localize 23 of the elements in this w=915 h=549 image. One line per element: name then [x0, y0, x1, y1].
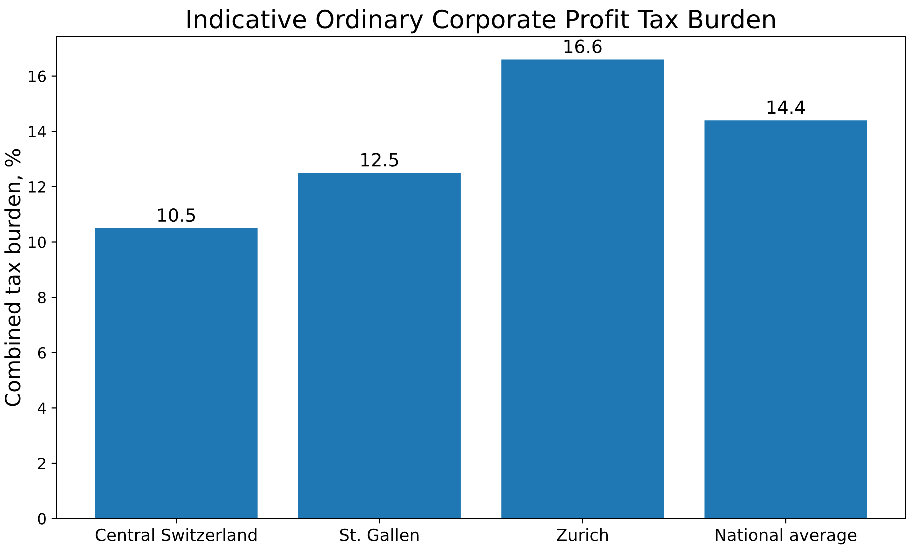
- bar: [95, 228, 258, 519]
- y-tick-label: 12: [29, 181, 46, 193]
- y-axis-title: Combined tax burden, %: [4, 149, 23, 406]
- bar: [704, 120, 868, 519]
- x-tick-label: Zurich: [557, 528, 608, 542]
- y-tick-label: 4: [38, 402, 46, 414]
- x-tick-label: National average: [716, 528, 857, 545]
- y-tick-label: 16: [29, 70, 46, 82]
- y-tick-label: 14: [29, 126, 46, 138]
- y-tick-label: 6: [38, 347, 46, 359]
- y-tick-label: 2: [38, 458, 46, 470]
- bar: [502, 60, 664, 519]
- data-label: 12.5: [362, 153, 398, 167]
- y-tick-label: 10: [29, 236, 46, 248]
- y-tick-label: 8: [38, 292, 46, 304]
- x-tick-label: Central Switzerland: [96, 528, 257, 542]
- x-tick-label: St. Gallen: [340, 528, 419, 542]
- y-tick-label: 0: [38, 513, 46, 525]
- bar: [298, 173, 461, 519]
- data-label: 10.5: [158, 208, 196, 222]
- data-label: 14.4: [768, 100, 806, 114]
- data-label: 16.6: [564, 40, 602, 54]
- chart-title: Indicative Ordinary Corporate Profit Tax Burden: [188, 9, 776, 34]
